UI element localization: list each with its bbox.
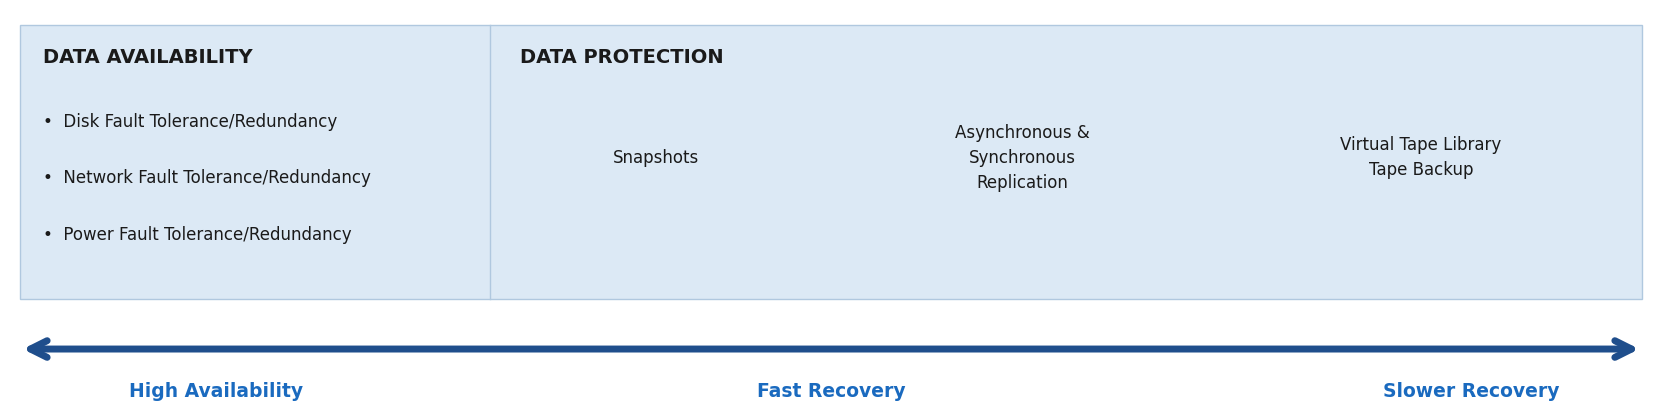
Text: •  Network Fault Tolerance/Redundancy: • Network Fault Tolerance/Redundancy [43, 169, 371, 187]
Text: Asynchronous &
Synchronous
Replication: Asynchronous & Synchronous Replication [954, 124, 1090, 192]
Text: Fast Recovery: Fast Recovery [756, 382, 906, 401]
Text: Snapshots: Snapshots [613, 149, 700, 167]
Text: Virtual Tape Library
Tape Backup: Virtual Tape Library Tape Backup [1340, 136, 1502, 179]
Text: •  Power Fault Tolerance/Redundancy: • Power Fault Tolerance/Redundancy [43, 226, 352, 244]
Text: DATA PROTECTION: DATA PROTECTION [520, 48, 725, 67]
Text: High Availability: High Availability [130, 382, 302, 401]
FancyBboxPatch shape [20, 25, 1642, 299]
Text: •  Disk Fault Tolerance/Redundancy: • Disk Fault Tolerance/Redundancy [43, 113, 337, 131]
Text: DATA AVAILABILITY: DATA AVAILABILITY [43, 48, 253, 67]
Text: Slower Recovery: Slower Recovery [1383, 382, 1559, 401]
